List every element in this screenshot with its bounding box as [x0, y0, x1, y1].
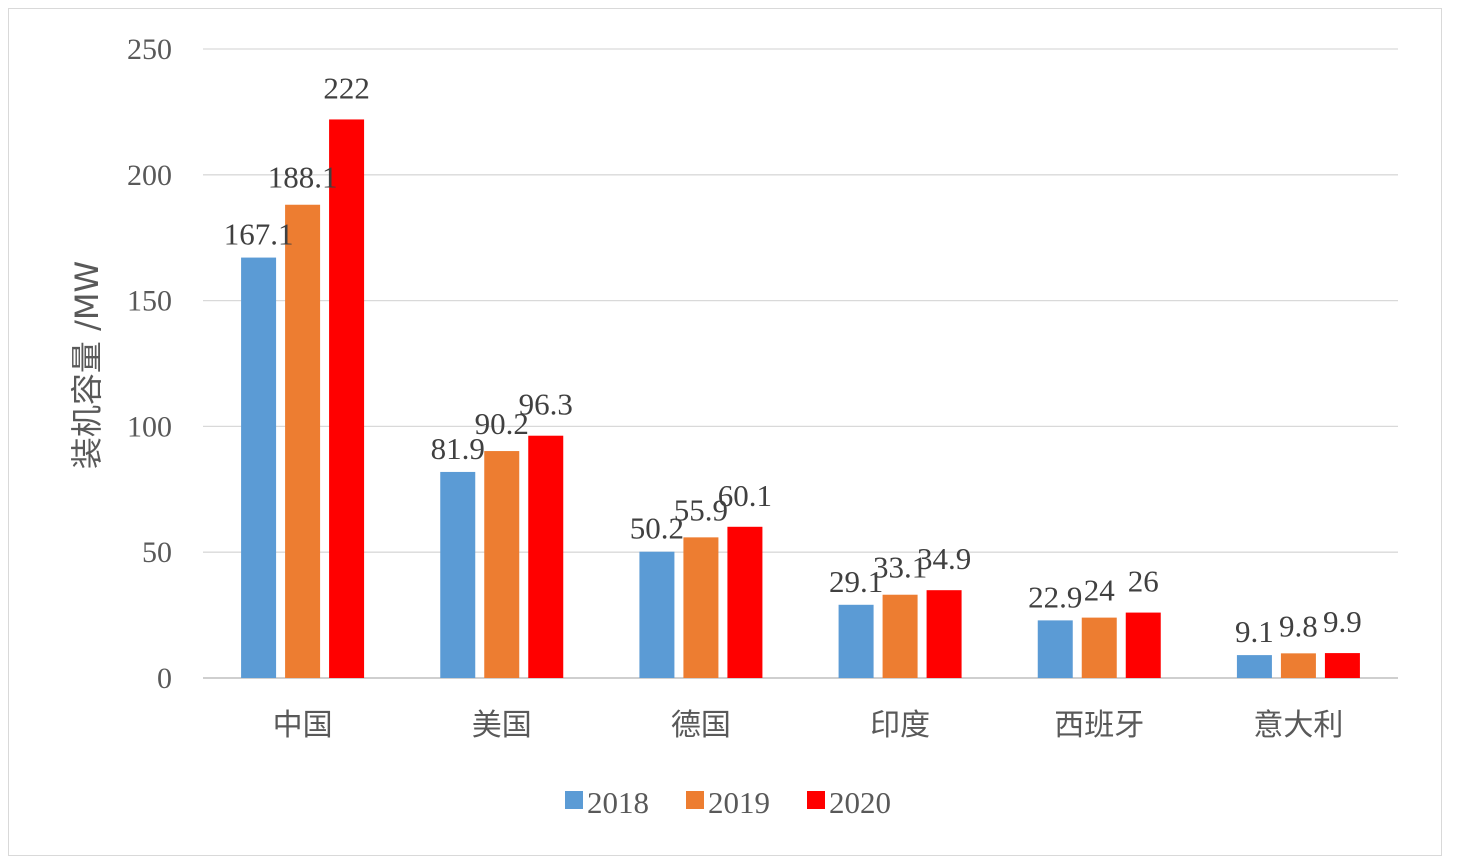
- bar-2020: [1125, 612, 1161, 678]
- data-label: 222: [323, 70, 370, 105]
- y-tick-label: 0: [157, 662, 172, 695]
- data-label: 22.9: [1028, 579, 1082, 614]
- legend-label: 2020: [829, 785, 891, 820]
- data-label: 9.1: [1235, 614, 1274, 649]
- bar-2018: [440, 471, 476, 678]
- data-label: 81.9: [431, 431, 485, 466]
- data-label: 34.9: [917, 541, 971, 576]
- bar-2019: [285, 204, 321, 678]
- legend-swatch-2019: [686, 791, 704, 809]
- legend-label: 2018: [587, 785, 649, 820]
- legend-label: 2019: [708, 785, 770, 820]
- bar-2018: [639, 551, 675, 678]
- data-label: 188.1: [268, 160, 338, 195]
- data-labels: 167.1 188.1 222 81.990.296.3 50.255.960.1 29.…: [224, 70, 1362, 649]
- data-label: 9.9: [1323, 604, 1362, 639]
- x-category-label: 印度: [870, 708, 930, 743]
- y-tick-label: 50: [142, 536, 172, 569]
- bar-2020: [1324, 653, 1360, 678]
- legend-swatch-2018: [565, 791, 583, 809]
- data-label: 167.1: [224, 217, 294, 252]
- data-label: 50.2: [630, 511, 684, 546]
- data-label: 55.9: [674, 492, 728, 527]
- bar-2018: [1236, 655, 1272, 678]
- legend: 2018 2019 2020: [565, 785, 891, 820]
- bar-2019: [1280, 653, 1316, 678]
- y-tick-label: 250: [127, 33, 172, 66]
- bar-2018: [838, 604, 874, 678]
- legend-swatch-2020: [807, 791, 825, 809]
- bar-2020: [727, 526, 763, 678]
- bar-2019: [882, 594, 918, 678]
- y-tick-label: 150: [127, 285, 172, 318]
- bar-2020: [926, 590, 962, 678]
- data-label: 9.8: [1279, 608, 1318, 643]
- data-label: 90.2: [475, 406, 529, 441]
- data-label: 96.3: [519, 387, 573, 422]
- bar-2020: [329, 119, 365, 678]
- bar-2018: [241, 257, 277, 678]
- x-category-label: 美国: [472, 708, 532, 743]
- x-axis-categories: 中国 美国 德国 印度 西班牙 意大利: [273, 708, 1344, 743]
- x-category-label: 意大利: [1253, 708, 1343, 743]
- y-tick-label: 100: [127, 410, 172, 443]
- data-label: 29.1: [829, 564, 883, 599]
- y-axis-label: 装机容量 /MW: [68, 261, 106, 469]
- x-category-label: 中国: [273, 708, 333, 743]
- bar-2019: [1081, 617, 1117, 678]
- bar-2020: [528, 435, 564, 678]
- data-label: 26: [1128, 564, 1159, 599]
- y-tick-label: 200: [127, 159, 172, 192]
- data-label: 60.1: [718, 478, 772, 513]
- data-label: 33.1: [873, 550, 927, 585]
- bar-2018: [1037, 620, 1073, 678]
- x-category-label: 西班牙: [1054, 708, 1144, 743]
- data-label: 24: [1084, 573, 1116, 608]
- bar-2019: [683, 537, 719, 678]
- bars: [241, 119, 1360, 678]
- y-axis-ticks: 0 50 100 150 200 250: [127, 33, 172, 695]
- bar-2019: [484, 451, 520, 678]
- x-category-label: 德国: [671, 708, 731, 743]
- gridlines: [203, 48, 1398, 679]
